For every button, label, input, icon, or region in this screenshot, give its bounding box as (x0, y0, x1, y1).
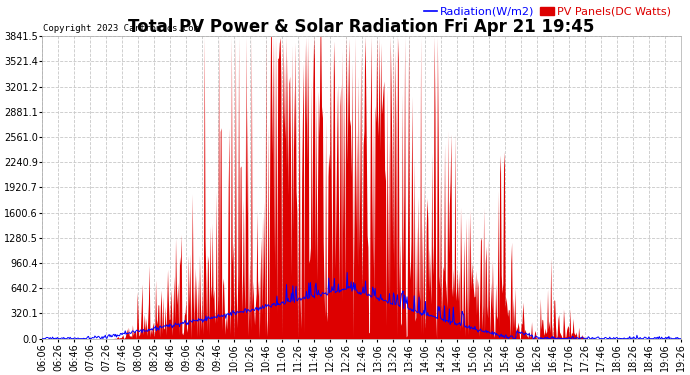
Legend: Radiation(W/m2), PV Panels(DC Watts): Radiation(W/m2), PV Panels(DC Watts) (419, 2, 676, 21)
Text: Copyright 2023 Cartronics.com: Copyright 2023 Cartronics.com (43, 24, 199, 33)
Title: Total PV Power & Solar Radiation Fri Apr 21 19:45: Total PV Power & Solar Radiation Fri Apr… (128, 18, 595, 36)
